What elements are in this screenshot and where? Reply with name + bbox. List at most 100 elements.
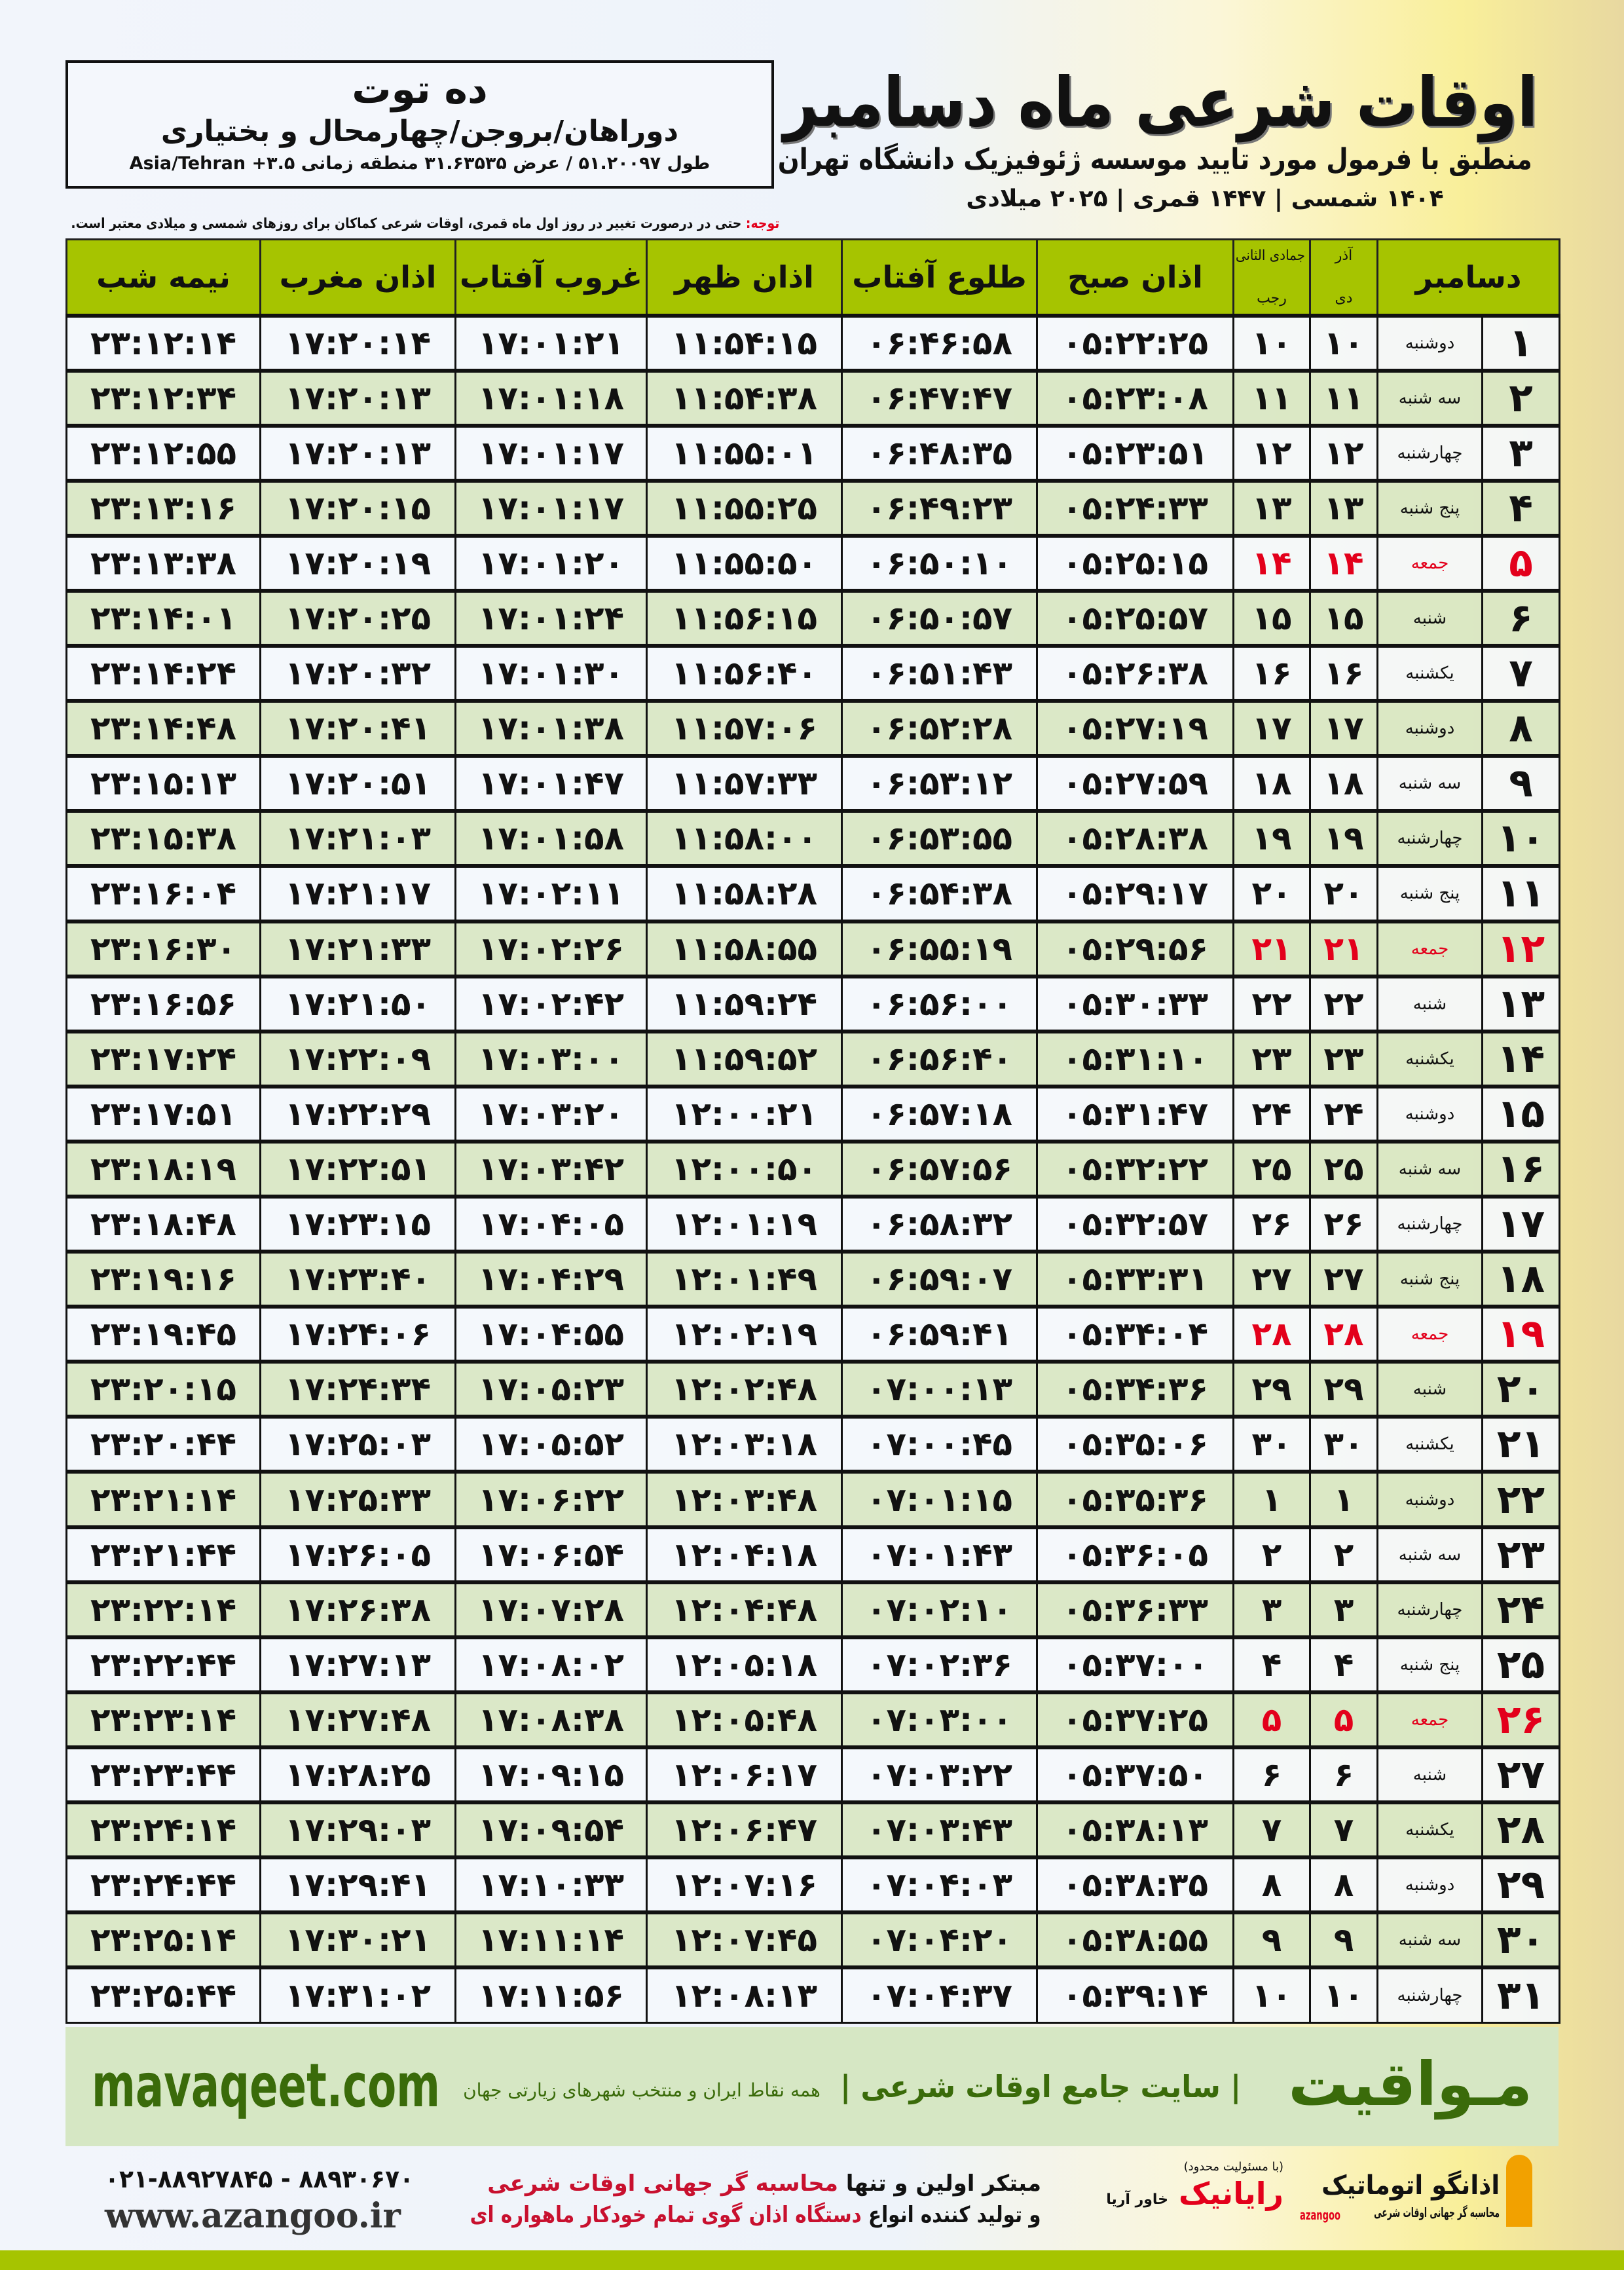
midnight-time: ۲۳:۱۷:۲۴ bbox=[90, 1039, 237, 1078]
shamsi-day: ۱۳ bbox=[1323, 489, 1364, 527]
azangoo-logo-sub: محاسبه گر جهانی اوقات شرعی bbox=[1374, 2205, 1500, 2220]
day-number: ۱۴ bbox=[1496, 1035, 1545, 1082]
sunset-time: ۱۷:۰۹:۵۴ bbox=[477, 1811, 625, 1850]
sunrise-time: ۰۶:۵۵:۱۹ bbox=[866, 929, 1013, 968]
maghrib-time: ۱۷:۲۱:۰۳ bbox=[284, 819, 432, 858]
table-row: ۳۱ چهارشنبه ۱۰ ۱۰ ۰۵:۳۹:۱۴ ۰۷:۰۴:۳۷ ۱۲:۰۸:۱۳ ۱۷… bbox=[65, 1965, 1560, 2024]
shamsi-day: ۷ bbox=[1333, 1811, 1354, 1850]
qamari-day: ۲۵ bbox=[1251, 1149, 1292, 1188]
fajr-time: ۰۵:۳۱:۱۰ bbox=[1061, 1039, 1209, 1078]
fajr-time: ۰۵:۳۳:۳۱ bbox=[1061, 1260, 1209, 1299]
fajr-time: ۰۵:۲۶:۳۸ bbox=[1061, 654, 1209, 693]
maghrib-time: ۱۷:۲۵:۳۳ bbox=[284, 1480, 432, 1519]
table-row: ۲۳ سه شنبه ۲ ۲ ۰۵:۳۶:۰۵ ۰۷:۰۱:۴۳ ۱۲:۰۴:۱۸ ۱۷:۰۶… bbox=[65, 1525, 1560, 1584]
weekday: پنج شنبه bbox=[1399, 884, 1460, 904]
fajr-time: ۰۵:۲۵:۵۷ bbox=[1061, 599, 1209, 638]
day-number: ۳۱ bbox=[1496, 1973, 1545, 2019]
mosque-dome-icon bbox=[1506, 2155, 1532, 2227]
maghrib-time: ۱۷:۲۶:۳۸ bbox=[284, 1590, 432, 1629]
midnight-time: ۲۳:۱۲:۱۴ bbox=[90, 324, 237, 362]
table-row: ۴ پنج شنبه ۱۳ ۱۳ ۰۵:۲۴:۳۳ ۰۶:۴۹:۲۳ ۱۱:۵۵:۲۵ ۱۷:… bbox=[65, 478, 1560, 537]
fajr-time: ۰۵:۳۶:۳۳ bbox=[1061, 1590, 1209, 1629]
shamsi-day: ۲۵ bbox=[1323, 1149, 1364, 1188]
day-number: ۲۸ bbox=[1496, 1807, 1545, 1853]
day-number: ۸ bbox=[1509, 705, 1533, 752]
midnight-time: ۲۳:۱۹:۴۵ bbox=[90, 1315, 237, 1354]
maghrib-time: ۱۷:۲۰:۱۳ bbox=[284, 434, 432, 472]
maghrib-time: ۱۷:۲۰:۱۳ bbox=[284, 379, 432, 417]
dhuhr-time: ۱۲:۰۲:۴۸ bbox=[671, 1370, 818, 1409]
sponsor-section: اذانگو اتوماتیک محاسبه گر جهانی اوقات شر… bbox=[65, 2155, 1559, 2240]
weekday: جمعه bbox=[1411, 553, 1449, 573]
table-row: ۲۵ پنج شنبه ۴ ۴ ۰۵:۳۷:۰۰ ۰۷:۰۲:۳۶ ۱۲:۰۵:۱۸ ۱۷:۰… bbox=[65, 1635, 1560, 1694]
note: توجه: حتی در درصورت تغییر در روز اول ماه… bbox=[65, 214, 779, 233]
maghrib-time: ۱۷:۲۳:۴۰ bbox=[284, 1260, 432, 1299]
weekday: پنج شنبه bbox=[1399, 1654, 1460, 1675]
qamari-day: ۶ bbox=[1261, 1755, 1282, 1794]
shamsi-day: ۲ bbox=[1333, 1535, 1354, 1574]
shamsi-day: ۱۹ bbox=[1323, 819, 1364, 858]
maghrib-time: ۱۷:۲۶:۰۵ bbox=[284, 1535, 432, 1574]
table-row: ۲۶ جمعه ۵ ۵ ۰۵:۳۷:۲۵ ۰۷:۰۳:۰۰ ۱۲:۰۵:۴۸ ۱۷:۰۸:۳۸… bbox=[65, 1690, 1560, 1749]
sunrise-time: ۰۶:۵۲:۲۸ bbox=[866, 709, 1013, 748]
sunrise-time: ۰۶:۵۷:۵۶ bbox=[866, 1149, 1013, 1188]
maghrib-time: ۱۷:۲۲:۲۹ bbox=[284, 1094, 432, 1133]
sunrise-time: ۰۶:۵۹:۰۷ bbox=[866, 1260, 1013, 1299]
qamari-day: ۲۰ bbox=[1251, 874, 1292, 913]
sunset-time: ۱۷:۰۱:۴۷ bbox=[477, 764, 625, 803]
table-row: ۱۰ چهارشنبه ۱۹ ۱۹ ۰۵:۲۸:۳۸ ۰۶:۵۳:۵۵ ۱۱:۵۸:۰۰ ۱۷… bbox=[65, 809, 1560, 867]
fajr-time: ۰۵:۳۵:۰۶ bbox=[1061, 1425, 1209, 1464]
sunset-time: ۱۷:۰۲:۲۶ bbox=[477, 929, 625, 968]
day-number: ۲۶ bbox=[1496, 1696, 1545, 1743]
maghrib-time: ۱۷:۲۸:۲۵ bbox=[284, 1755, 432, 1794]
fajr-time: ۰۵:۳۷:۲۵ bbox=[1061, 1700, 1209, 1739]
shamsi-day: ۳۰ bbox=[1323, 1425, 1364, 1464]
sunset-time: ۱۷:۰۳:۴۲ bbox=[477, 1149, 625, 1188]
rayanik-pre: خاور آریا bbox=[1106, 2191, 1169, 2208]
table-row: ۱۶ سه شنبه ۲۵ ۲۵ ۰۵:۳۲:۲۲ ۰۶:۵۷:۵۶ ۱۲:۰۰:۵۰ ۱۷:… bbox=[65, 1139, 1560, 1198]
mavaqeet-url[interactable]: mavaqeet.com bbox=[92, 2051, 441, 2121]
weekday: دوشنبه bbox=[1405, 1489, 1455, 1510]
midnight-time: ۲۳:۱۶:۳۰ bbox=[90, 929, 237, 968]
weekday: چهارشنبه bbox=[1397, 443, 1463, 463]
table-row: ۲۹ دوشنبه ۸ ۸ ۰۵:۳۸:۳۵ ۰۷:۰۴:۰۳ ۱۲:۰۷:۱۶ ۱۷:۱۰:… bbox=[65, 1855, 1560, 1914]
fajr-time: ۰۵:۲۳:۰۸ bbox=[1061, 379, 1209, 417]
sunset-time: ۱۷:۰۱:۱۸ bbox=[477, 379, 625, 417]
fajr-time: ۰۵:۳۱:۴۷ bbox=[1061, 1094, 1209, 1133]
midnight-time: ۲۳:۱۵:۳۸ bbox=[90, 819, 237, 858]
sunrise-time: ۰۷:۰۰:۱۳ bbox=[866, 1370, 1013, 1409]
sunset-time: ۱۷:۰۲:۴۲ bbox=[477, 984, 625, 1023]
shamsi-day: ۲۴ bbox=[1323, 1094, 1364, 1133]
shamsi-day: ۲۰ bbox=[1323, 874, 1364, 913]
day-number: ۶ bbox=[1509, 595, 1533, 642]
sunset-time: ۱۷:۰۴:۰۵ bbox=[477, 1205, 625, 1244]
sunrise-time: ۰۷:۰۴:۳۷ bbox=[866, 1977, 1013, 2015]
header-shamsi-month-next: دی bbox=[1335, 289, 1353, 307]
day-number: ۱۵ bbox=[1496, 1090, 1545, 1137]
day-number: ۱۱ bbox=[1496, 870, 1545, 917]
day-number: ۱۹ bbox=[1496, 1311, 1545, 1358]
sunrise-time: ۰۶:۴۸:۳۵ bbox=[866, 434, 1013, 472]
qamari-day: ۲۶ bbox=[1251, 1205, 1292, 1244]
dhuhr-time: ۱۱:۵۸:۰۰ bbox=[671, 819, 818, 858]
phone-numbers: ۰۲۱-۸۸۹۲۷۸۴۵ - ۸۸۹۳۰۶۷۰ bbox=[105, 2165, 415, 2193]
dhuhr-time: ۱۱:۵۴:۱۵ bbox=[671, 324, 818, 362]
day-number: ۲۵ bbox=[1496, 1641, 1545, 1688]
shamsi-day: ۲۷ bbox=[1323, 1260, 1364, 1299]
table-row: ۱۷ چهارشنبه ۲۶ ۲۶ ۰۵:۳۲:۵۷ ۰۶:۵۸:۳۲ ۱۲:۰۱:۱۹ ۱۷… bbox=[65, 1194, 1560, 1253]
weekday: چهارشنبه bbox=[1397, 828, 1463, 849]
azangoo-url[interactable]: www.azangoo.ir bbox=[105, 2196, 401, 2236]
fajr-time: ۰۵:۳۹:۱۴ bbox=[1061, 1977, 1209, 2015]
maghrib-time: ۱۷:۳۱:۰۲ bbox=[284, 1977, 432, 2015]
weekday: پنج شنبه bbox=[1399, 1269, 1460, 1290]
maghrib-time: ۱۷:۲۹:۰۳ bbox=[284, 1811, 432, 1850]
sunset-time: ۱۷:۰۵:۵۲ bbox=[477, 1425, 625, 1464]
fajr-time: ۰۵:۲۷:۵۹ bbox=[1061, 764, 1209, 803]
dhuhr-time: ۱۱:۵۷:۳۳ bbox=[671, 764, 818, 803]
qamari-day: ۸ bbox=[1261, 1866, 1282, 1905]
fajr-time: ۰۵:۲۸:۳۸ bbox=[1061, 819, 1209, 858]
shamsi-day: ۸ bbox=[1333, 1866, 1354, 1905]
azangoo-logo-en: azangoo bbox=[1300, 2207, 1341, 2223]
header-shamsi: آذر دی bbox=[1309, 238, 1378, 316]
sunrise-time: ۰۷:۰۱:۴۳ bbox=[866, 1535, 1013, 1574]
